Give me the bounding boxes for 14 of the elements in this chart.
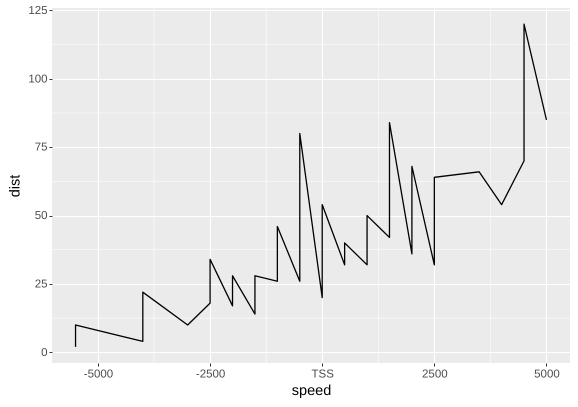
x-tick-label: TSS <box>312 368 334 380</box>
y-tick-label: 0 <box>41 346 48 359</box>
x-tick-label: -2500 <box>196 368 226 380</box>
x-axis-title: speed <box>292 383 332 399</box>
x-tick-label: -5000 <box>84 368 114 380</box>
y-axis-title: dist <box>7 174 24 198</box>
y-tick-label: 25 <box>34 278 48 290</box>
line-series <box>74 23 548 348</box>
y-tick-label: 50 <box>34 210 48 222</box>
x-tick-label: 2500 <box>422 368 448 380</box>
y-tick-label: 125 <box>28 4 48 17</box>
y-tick-label: 100 <box>28 73 48 86</box>
y-tick-label: 75 <box>34 142 48 154</box>
x-tick-label: 5000 <box>534 368 560 380</box>
